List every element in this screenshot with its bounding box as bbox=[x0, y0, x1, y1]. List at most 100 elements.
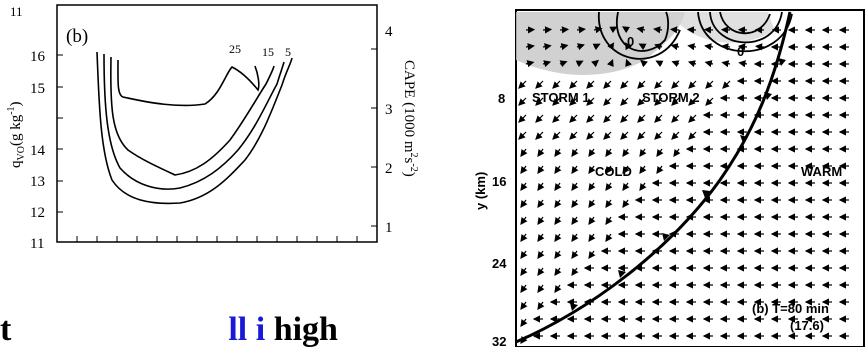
wind-arrow bbox=[521, 234, 526, 241]
wind-arrow bbox=[655, 81, 662, 88]
cold-label: COLD bbox=[595, 164, 632, 179]
wind-arrow bbox=[655, 132, 662, 139]
wind-arrow bbox=[519, 115, 526, 122]
wind-arrow bbox=[621, 115, 628, 122]
wind-arrow bbox=[689, 81, 696, 88]
y-tick-16: 16 bbox=[492, 174, 506, 189]
contour-label-15: 15 bbox=[262, 45, 274, 59]
panel-value-label: (17.6) bbox=[790, 318, 824, 333]
wind-arrow bbox=[589, 217, 594, 224]
wind-arrow bbox=[589, 149, 594, 156]
wind-arrow bbox=[640, 183, 645, 190]
wind-arrow bbox=[555, 200, 560, 207]
wind-arrow bbox=[555, 251, 560, 258]
wind-arrow bbox=[555, 285, 560, 292]
left-axis-label: qVO(g kg-1) bbox=[6, 101, 27, 168]
wind-arrow bbox=[521, 319, 526, 326]
wind-arrow bbox=[521, 166, 526, 173]
wind-arrow bbox=[555, 183, 560, 190]
y-tick-8: 8 bbox=[498, 91, 505, 106]
wind-arrow bbox=[657, 166, 662, 173]
wind-arrow bbox=[606, 183, 611, 190]
wind-arrow bbox=[640, 149, 645, 156]
wind-arrow bbox=[538, 200, 543, 207]
wind-arrow bbox=[572, 183, 577, 190]
storm-shaded-region bbox=[516, 12, 685, 75]
bottom-text-suffix: high bbox=[265, 312, 338, 347]
wind-arrow bbox=[572, 166, 577, 173]
wind-arrow bbox=[606, 200, 611, 207]
wind-arrow bbox=[521, 251, 526, 258]
wind-arrow bbox=[572, 234, 577, 241]
wind-arrow bbox=[604, 98, 611, 105]
wind-arrow bbox=[706, 81, 713, 88]
cape-contour-plot: 11 (b) 11 12 13 14 15 16 bbox=[0, 0, 420, 290]
wind-arrow bbox=[519, 132, 526, 139]
top-tick-partial: 11 bbox=[10, 4, 23, 19]
wind-arrow bbox=[538, 251, 543, 258]
wind-arrow bbox=[538, 285, 543, 292]
contour-label-5: 5 bbox=[285, 45, 291, 59]
wind-arrow bbox=[672, 115, 679, 122]
wind-arrow bbox=[672, 45, 679, 47]
wind-arrow bbox=[521, 149, 526, 156]
wind-arrow bbox=[606, 149, 611, 156]
wind-arrow bbox=[671, 29, 679, 30]
wind-arrow bbox=[521, 302, 526, 309]
wind-arrow bbox=[606, 234, 611, 241]
wind-arrow bbox=[674, 149, 679, 156]
left-tick-15: 15 bbox=[30, 81, 45, 97]
wind-arrow bbox=[587, 115, 594, 122]
wind-arrow bbox=[538, 302, 543, 309]
left-tick-14: 14 bbox=[30, 143, 46, 159]
wind-arrow bbox=[521, 285, 526, 292]
wind-arrow bbox=[555, 166, 560, 173]
wind-arrow bbox=[538, 183, 543, 190]
wind-arrow bbox=[688, 29, 696, 30]
wind-arrow bbox=[723, 63, 730, 64]
wind-arrow bbox=[638, 115, 645, 122]
right-axis-label: CAPE (1000 m2s-2) bbox=[401, 60, 419, 177]
bottom-text-link[interactable]: ll bbox=[228, 312, 247, 347]
storm-shaded-region-2 bbox=[670, 12, 775, 43]
cape-contour-figure: 11 (b) 11 12 13 14 15 16 bbox=[0, 0, 420, 290]
wind-arrow bbox=[587, 81, 594, 88]
wind-arrow bbox=[570, 81, 577, 88]
wind-arrow bbox=[621, 81, 628, 88]
left-tick-13: 13 bbox=[30, 174, 45, 190]
wind-arrow bbox=[689, 132, 696, 139]
bottom-body-text: t ll i high bbox=[0, 312, 470, 347]
wind-arrow bbox=[623, 183, 628, 190]
wind-arrow bbox=[638, 81, 645, 88]
contour-inner bbox=[118, 60, 259, 105]
wind-arrow bbox=[553, 115, 560, 122]
storm2-label: STORM 2 bbox=[642, 90, 700, 105]
wind-arrow bbox=[519, 81, 526, 88]
wind-arrow bbox=[543, 29, 551, 30]
y-axis-label: y (km) bbox=[473, 172, 488, 210]
wind-arrow bbox=[572, 200, 577, 207]
wind-arrow bbox=[555, 234, 560, 241]
bottom-text-prefix: t bbox=[0, 312, 11, 347]
wind-arrow bbox=[706, 98, 713, 105]
contour-3 bbox=[111, 57, 274, 175]
storm1-label: STORM 1 bbox=[532, 90, 590, 105]
left-tick-16: 16 bbox=[30, 49, 46, 65]
panel-time-label: (b) T=80 min bbox=[752, 301, 829, 316]
wind-arrow bbox=[521, 183, 526, 190]
right-tick-4: 4 bbox=[385, 24, 393, 40]
wind-arrow bbox=[572, 268, 577, 275]
bottom-axis-ticks bbox=[77, 236, 357, 242]
warm-label: WARM bbox=[801, 164, 842, 179]
wind-arrow bbox=[536, 81, 543, 88]
wind-arrow bbox=[570, 132, 577, 139]
wind-arrow bbox=[621, 98, 628, 105]
wind-arrow bbox=[621, 132, 628, 139]
wind-arrow bbox=[604, 132, 611, 139]
wind-arrow bbox=[521, 200, 526, 207]
contour-label-25: 25 bbox=[229, 42, 241, 56]
bottom-text-link-2[interactable]: i bbox=[256, 312, 265, 347]
wind-arrow bbox=[560, 29, 568, 30]
wind-arrow bbox=[689, 62, 696, 64]
right-tick-3: 3 bbox=[385, 102, 393, 118]
